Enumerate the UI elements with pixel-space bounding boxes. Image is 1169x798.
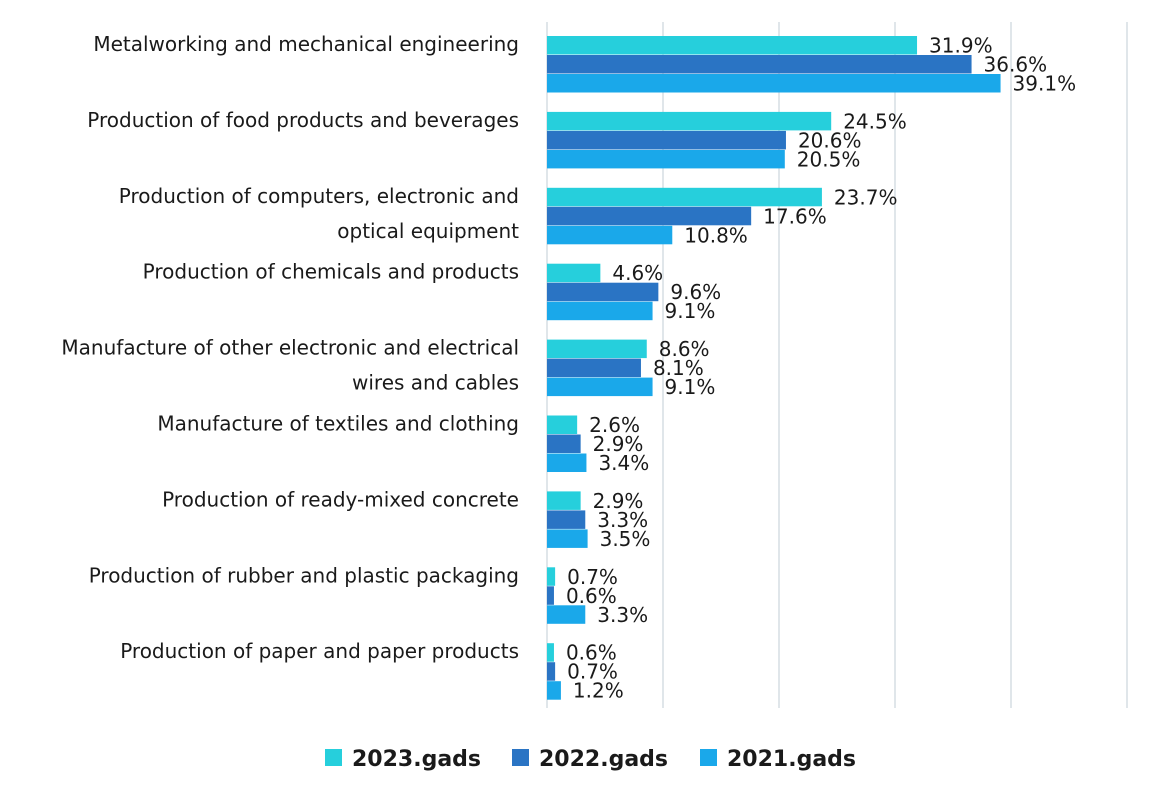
legend-swatch-2022-gads [512, 749, 529, 766]
category-label-2-line-0: Production of computers, electronic and [119, 184, 519, 208]
value-label-2021-gads-3: 9.1% [665, 299, 716, 323]
bar-2021-gads-3 [547, 301, 653, 321]
category-label-2-line-1: optical equipment [337, 219, 519, 243]
value-label-2022-gads-0: 36.6% [984, 53, 1048, 77]
value-label-2023-gads-7: 0.7% [567, 565, 618, 589]
value-label-2023-gads-0: 31.9% [929, 34, 993, 58]
bar-2022-gads-3 [547, 282, 659, 302]
value-label-2023-gads-6: 2.9% [593, 489, 644, 513]
bar-2022-gads-0 [547, 55, 972, 74]
value-label-2023-gads-8: 0.6% [566, 641, 617, 665]
bars [547, 36, 1001, 700]
bar-2023-gads-1 [547, 111, 832, 131]
value-label-2023-gads-3: 4.6% [612, 261, 663, 285]
category-label-6: Production of ready-mixed concrete [162, 487, 519, 511]
value-labels: 31.9%36.6%39.1% 24.5%20.6%20.5% 23.7% 17.6%… [566, 34, 1076, 703]
value-label-2023-gads-5: 2.6% [589, 413, 640, 437]
value-label-2022-gads-2: 17.6% [763, 204, 827, 228]
bar-2023-gads-4 [547, 339, 647, 359]
bar-2022-gads-8 [547, 662, 556, 681]
value-label-2022-gads-7: 0.6% [566, 584, 617, 608]
bar-2021-gads-4 [547, 377, 653, 397]
legend-swatch-2021-gads [700, 749, 717, 766]
category-label-4-line-1: wires and cables [352, 371, 519, 395]
value-label-2022-gads-3: 9.6% [670, 280, 721, 304]
value-label-2022-gads-6: 3.3% [597, 508, 648, 532]
bar-2022-gads-4 [547, 358, 641, 378]
bar-2021-gads-7 [547, 605, 586, 624]
value-label-2021-gads-0: 39.1% [1013, 72, 1077, 96]
bar-2021-gads-5 [547, 453, 587, 472]
bar-2023-gads-5 [547, 415, 578, 434]
category-labels: Metalworking and mechanical engineering P… [61, 32, 519, 663]
bar-2023-gads-2 [547, 187, 822, 207]
legend-swatch-2023-gads [325, 749, 342, 766]
category-label-7: Production of rubber and plastic packagi… [89, 563, 519, 587]
bar-2023-gads-3 [547, 263, 601, 283]
bar-2023-gads-0 [547, 36, 918, 55]
legend-label-2021-gads: 2021.gads [727, 747, 856, 772]
value-label-2022-gads-4: 8.1% [653, 356, 704, 380]
value-label-2023-gads-2: 23.7% [834, 185, 898, 209]
legend-label-2022-gads: 2022.gads [539, 747, 668, 772]
value-label-2021-gads-7: 3.3% [597, 603, 648, 627]
bar-2022-gads-5 [547, 434, 581, 453]
bar-2021-gads-8 [547, 681, 561, 700]
value-label-2021-gads-8: 1.2% [573, 679, 624, 703]
value-label-2021-gads-1: 20.5% [797, 147, 861, 171]
value-label-2022-gads-5: 2.9% [593, 432, 644, 456]
category-label-0: Metalworking and mechanical engineering [93, 32, 519, 56]
value-label-2023-gads-4: 8.6% [659, 337, 710, 361]
category-label-4-line-0: Manufacture of other electronic and elec… [61, 336, 519, 360]
bar-2021-gads-0 [547, 74, 1001, 93]
category-label-5: Manufacture of textiles and clothing [157, 412, 519, 436]
category-label-3: Production of chemicals and products [143, 260, 519, 284]
bar-2022-gads-2 [547, 206, 752, 226]
value-label-2021-gads-5: 3.4% [598, 451, 649, 475]
value-label-2022-gads-8: 0.7% [567, 660, 618, 684]
value-label-2023-gads-1: 24.5% [843, 109, 907, 133]
value-label-2021-gads-4: 9.1% [665, 375, 716, 399]
bar-2022-gads-6 [547, 510, 586, 529]
bar-2023-gads-7 [547, 567, 556, 586]
bar-2022-gads-1 [547, 130, 786, 150]
legend-label-2023-gads: 2023.gads [352, 747, 481, 772]
category-label-1: Production of food products and beverage… [87, 108, 519, 132]
bar-2021-gads-2 [547, 225, 673, 245]
bar-2023-gads-8 [547, 643, 554, 662]
bar-2021-gads-6 [547, 529, 588, 548]
bar-2021-gads-1 [547, 149, 785, 169]
value-label-2021-gads-2: 10.8% [684, 223, 748, 247]
value-label-2022-gads-1: 20.6% [798, 128, 862, 152]
legend: 2023.gads 2022.gads 2021.gads [325, 747, 856, 772]
category-label-8: Production of paper and paper products [120, 639, 519, 663]
bar-2023-gads-6 [547, 491, 581, 510]
bar-2022-gads-7 [547, 586, 554, 605]
value-label-2021-gads-6: 3.5% [600, 527, 651, 551]
